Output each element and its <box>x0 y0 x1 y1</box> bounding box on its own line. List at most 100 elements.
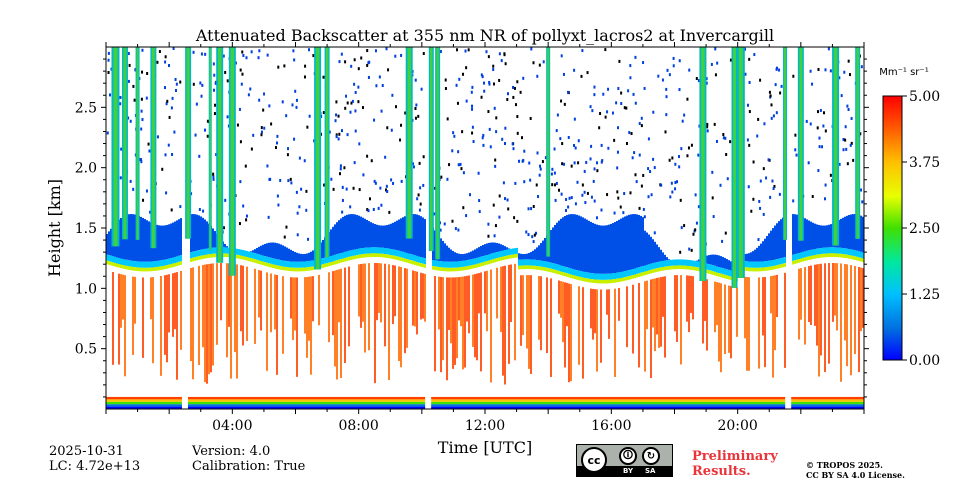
noise-pixel <box>298 205 301 209</box>
layer-edge-cell <box>722 268 724 275</box>
noise-pixel <box>558 188 561 192</box>
noise-pixel <box>343 166 346 170</box>
noise-pixel <box>292 49 295 53</box>
layer-edge-cell <box>574 269 576 276</box>
layer-edge-cell <box>758 267 760 272</box>
noise-pixel <box>276 141 279 145</box>
noise-pixel <box>471 125 474 129</box>
layer-edge-cell <box>768 266 770 271</box>
layer-edge-cell <box>668 266 670 270</box>
noise-pixel <box>394 54 397 58</box>
noise-pixel <box>498 52 501 56</box>
layer-edge-cell <box>728 269 730 276</box>
layer-edge-cell <box>542 260 544 267</box>
layer-edge-cell <box>126 265 128 270</box>
layer-edge-cell <box>478 263 480 267</box>
aerosol-cell <box>688 275 690 333</box>
noise-pixel <box>354 109 357 113</box>
aerosol-cell <box>398 266 400 362</box>
noise-pixel <box>600 160 603 164</box>
noise-pixel <box>688 247 691 251</box>
layer-edge-cell <box>366 247 368 254</box>
noise-pixel <box>127 116 130 120</box>
layer-edge-cell <box>792 260 794 265</box>
aerosol-cell <box>462 276 464 370</box>
noise-pixel <box>245 214 248 218</box>
noise-pixel <box>604 48 607 52</box>
attribution-icon: 🛈 <box>619 447 637 465</box>
aerosol-cell <box>290 277 292 319</box>
layer-edge-cell <box>442 267 444 272</box>
surface-band-segment <box>187 401 426 405</box>
cloud-core <box>136 47 139 240</box>
aerosol-cell <box>438 276 440 330</box>
layer-edge-cell <box>836 247 838 254</box>
aerosol-cell <box>334 270 336 367</box>
noise-pixel <box>276 194 279 198</box>
layer-edge-cell <box>248 257 250 262</box>
noise-pixel <box>697 153 700 157</box>
surface-band-segment <box>431 404 786 407</box>
noise-pixel <box>140 160 143 164</box>
noise-pixel <box>263 92 266 96</box>
aerosol-cell <box>450 277 452 344</box>
layer-edge-cell <box>514 254 516 258</box>
layer-edge-cell <box>566 273 568 277</box>
noise-pixel <box>320 114 323 118</box>
noise-pixel <box>322 111 325 115</box>
layer-top-cell <box>494 242 496 253</box>
aerosol-cell <box>520 275 522 346</box>
aerosol-cell <box>150 277 152 320</box>
layer-edge-cell <box>656 262 658 269</box>
layer-top-cell <box>764 238 766 262</box>
layer-top-cell <box>458 253 460 262</box>
aerosol-cell <box>550 278 552 377</box>
noise-pixel <box>487 234 490 238</box>
colorbar-tick-label: 5.00 <box>909 89 940 105</box>
noise-pixel <box>616 150 619 154</box>
layer-edge-cell <box>778 258 780 265</box>
aerosol-cell <box>764 276 766 368</box>
layer-top-cell <box>576 214 578 271</box>
aerosol-cell <box>120 274 122 328</box>
layer-edge-cell <box>654 268 656 273</box>
aerosol-cell <box>858 267 860 373</box>
noise-pixel <box>222 226 225 230</box>
layer-edge-cell <box>260 260 262 265</box>
noise-pixel <box>595 216 598 220</box>
layer-top-cell <box>630 214 632 270</box>
layer-top-cell <box>172 222 174 258</box>
noise-pixel <box>687 146 690 150</box>
layer-edge-cell <box>332 261 334 266</box>
license-by-label: BY <box>623 467 634 475</box>
noise-pixel <box>391 93 394 97</box>
cloud-core <box>151 47 155 249</box>
noise-pixel <box>778 68 781 72</box>
layer-edge-cell <box>128 266 130 270</box>
noise-pixel <box>555 181 558 185</box>
noise-pixel <box>498 215 501 219</box>
layer-top-cell <box>144 219 146 262</box>
layer-edge-cell <box>332 255 334 262</box>
layer-edge-cell <box>610 273 612 280</box>
layer-edge-cell <box>538 260 540 267</box>
aerosol-cell <box>744 276 746 339</box>
noise-pixel <box>107 51 110 55</box>
layer-top-cell <box>322 239 324 259</box>
noise-pixel <box>385 184 388 188</box>
layer-edge-cell <box>784 263 786 267</box>
surface-band-segment <box>431 406 786 409</box>
noise-pixel <box>145 189 148 193</box>
noise-pixel <box>289 177 292 181</box>
layer-top-cell <box>132 214 134 261</box>
layer-top-cell <box>108 231 110 256</box>
cloud-core <box>230 47 235 276</box>
aerosol-cell <box>276 274 278 375</box>
noise-pixel <box>487 110 490 114</box>
aerosol-cell <box>480 272 482 372</box>
cloud-core <box>738 47 743 278</box>
noise-pixel <box>458 77 461 81</box>
noise-pixel <box>226 115 229 119</box>
noise-pixel <box>295 105 298 109</box>
noise-pixel <box>680 147 683 151</box>
